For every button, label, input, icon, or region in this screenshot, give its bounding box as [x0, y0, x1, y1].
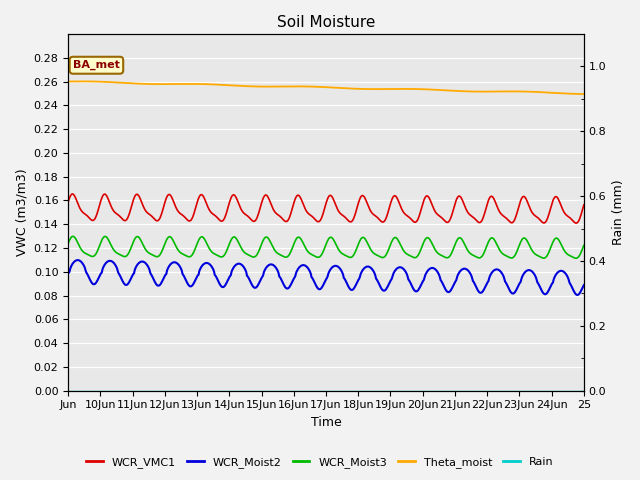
Y-axis label: Rain (mm): Rain (mm) [612, 180, 625, 245]
Title: Soil Moisture: Soil Moisture [277, 15, 375, 30]
X-axis label: Time: Time [310, 416, 341, 429]
Text: BA_met: BA_met [73, 60, 120, 71]
Legend: WCR_VMC1, WCR_Moist2, WCR_Moist3, Theta_moist, Rain: WCR_VMC1, WCR_Moist2, WCR_Moist3, Theta_… [82, 452, 558, 472]
Y-axis label: VWC (m3/m3): VWC (m3/m3) [15, 168, 28, 256]
